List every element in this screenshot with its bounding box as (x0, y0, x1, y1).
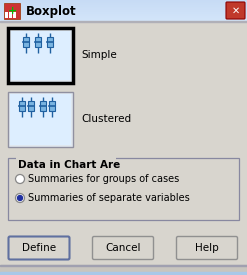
Bar (0, 3, 247, 4)
Bar (0, 10, 247, 11)
Bar (8, 28, 73, 83)
Bar (0, 21, 247, 22)
Bar (11, 31, 70, 80)
Bar (0, 16, 247, 17)
Bar (9, 12, 12, 18)
Text: +: + (7, 6, 17, 16)
Bar (0, 13, 247, 14)
Bar (13, 12, 16, 18)
Bar (40, 101, 46, 111)
FancyBboxPatch shape (8, 236, 69, 260)
Bar (0, 6, 247, 7)
Bar (4, 3, 20, 19)
Bar (0, 1, 247, 2)
Bar (0, 4, 247, 5)
FancyBboxPatch shape (177, 236, 238, 260)
Text: Simple: Simple (81, 51, 117, 60)
Bar (0, 265, 247, 266)
Bar (35, 37, 41, 47)
Text: ✕: ✕ (231, 6, 240, 15)
Text: Cancel: Cancel (105, 243, 141, 253)
Bar (5, 12, 8, 18)
Bar (10, 94, 71, 145)
Bar (0, 18, 247, 19)
Bar (0, 17, 247, 18)
Bar (0, 8, 247, 9)
Bar (0, 0, 247, 1)
Bar (16, 157, 116, 164)
Bar (0, 274, 247, 275)
Text: Clustered: Clustered (81, 114, 131, 125)
Bar (0, 14, 247, 15)
Bar (0, 15, 247, 16)
Bar (0, 20, 247, 21)
Text: Summaries of separate variables: Summaries of separate variables (28, 193, 190, 203)
Bar (8, 158, 239, 220)
Bar (0, 272, 247, 275)
Bar (0, 7, 247, 8)
FancyBboxPatch shape (92, 236, 153, 260)
Bar (0, 12, 247, 13)
Bar (28, 101, 34, 111)
Bar (0, 2, 247, 3)
Text: Data in Chart Are: Data in Chart Are (18, 160, 120, 170)
Bar (19, 101, 25, 111)
Bar (0, 5, 247, 6)
Bar (0, 21, 247, 22)
Bar (49, 101, 55, 111)
Bar (23, 37, 29, 47)
Text: Summaries for groups of cases: Summaries for groups of cases (28, 174, 179, 184)
Bar (0, 9, 247, 10)
Circle shape (16, 175, 24, 183)
Text: Help: Help (195, 243, 219, 253)
Circle shape (18, 196, 22, 200)
Bar (47, 37, 53, 47)
Circle shape (16, 194, 24, 202)
Text: Boxplot: Boxplot (26, 4, 77, 18)
Text: Define: Define (22, 243, 56, 253)
Bar (0, 19, 247, 20)
Bar (5, 4, 19, 18)
Bar (8, 92, 73, 147)
Bar (0, 265, 247, 275)
FancyBboxPatch shape (226, 2, 245, 19)
Bar (0, 11, 247, 12)
